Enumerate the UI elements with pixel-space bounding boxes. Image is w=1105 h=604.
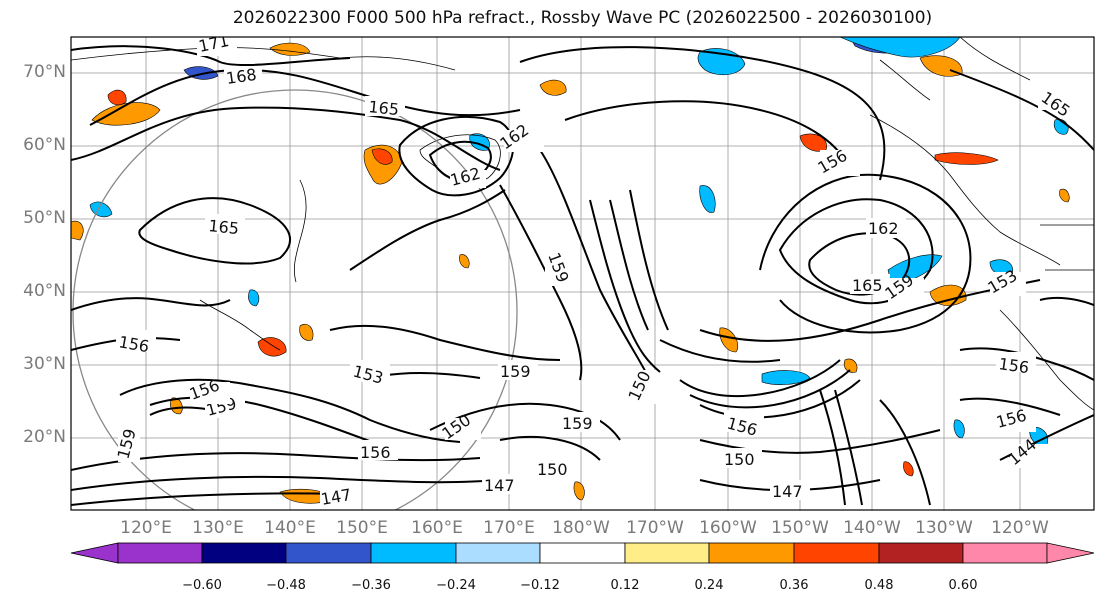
colorbar-segment <box>624 542 710 564</box>
patch <box>843 358 858 373</box>
lon-label: 150°E <box>336 518 388 538</box>
colorbar-segment <box>878 542 964 564</box>
lon-label: 150°W <box>771 518 829 538</box>
colorbar-segment <box>793 542 880 564</box>
map-frame <box>70 36 1095 511</box>
colorbar-tick-label: −0.60 <box>182 578 222 593</box>
chart-title: 2026022300 F000 500 hPa refract., Rossby… <box>232 8 933 28</box>
contour-label: 150 <box>724 450 755 469</box>
contour-label: 147 <box>484 476 515 495</box>
colorbar-tick-label: 0.48 <box>864 578 894 593</box>
colorbar-tick-label: −0.48 <box>266 578 306 593</box>
lon-label: 170°W <box>626 518 684 538</box>
contour-label-group: 171 168 165 165 165 165 162 162 162 159 … <box>114 31 1074 510</box>
contour-label: 168 <box>225 65 258 88</box>
colorbar-segment <box>201 542 287 564</box>
lon-label: 120°E <box>120 518 172 538</box>
contour-label: 159 <box>500 362 531 381</box>
patch <box>573 481 585 501</box>
patch <box>371 148 393 165</box>
patch <box>953 419 965 439</box>
colorbar-segment <box>285 542 372 564</box>
map-content: 171 168 165 165 165 165 162 162 162 159 … <box>71 31 1094 510</box>
contour-label: 165 <box>208 216 240 238</box>
patch <box>248 289 260 307</box>
lat-label: 60°N <box>23 135 66 155</box>
contour-label: 171 <box>197 31 231 56</box>
patch <box>71 220 84 241</box>
colorbar <box>70 542 1095 564</box>
patch <box>269 42 311 56</box>
patch <box>719 327 739 353</box>
colorbar-tick-label: −0.12 <box>520 578 560 593</box>
colorbar-segment <box>539 542 626 564</box>
contour-label: 165 <box>852 276 883 295</box>
lon-label: 130°E <box>192 518 244 538</box>
colorbar-tick-label: −0.36 <box>351 578 391 593</box>
lon-label: 140°E <box>264 518 316 538</box>
contours <box>71 45 1094 506</box>
lon-label: 140°W <box>843 518 901 538</box>
contour-label: 162 <box>868 219 899 238</box>
colorbar-segment <box>1046 542 1095 564</box>
colorbar-tick-label: 0.60 <box>948 578 978 593</box>
patch <box>299 323 314 341</box>
patch <box>839 37 961 58</box>
patch <box>699 185 716 213</box>
patch <box>459 254 470 269</box>
patch <box>107 89 127 106</box>
lat-label: 40°N <box>23 281 66 301</box>
lat-label: 30°N <box>23 354 66 374</box>
lon-label: 120°W <box>991 518 1049 538</box>
contour-label: 156 <box>997 354 1030 377</box>
colorbar-segment <box>962 542 1048 564</box>
lat-label: 20°N <box>23 427 66 447</box>
colorbar-tick-label: 0.36 <box>779 578 809 593</box>
patch <box>903 461 914 477</box>
lat-label: 70°N <box>23 62 66 82</box>
lon-label: 130°W <box>915 518 973 538</box>
patch <box>91 102 161 126</box>
colorbar-segment <box>370 542 457 564</box>
colorbar-tick-label: 0.12 <box>610 578 640 593</box>
lon-label: 180°W <box>552 518 610 538</box>
contour-label: 147 <box>772 482 803 501</box>
patch <box>934 152 999 165</box>
contour-label: 165 <box>368 97 400 119</box>
hemisphere-circle <box>72 89 518 510</box>
patch <box>89 201 113 217</box>
contour-label: 156 <box>117 332 150 356</box>
colorbar-tick-label: −0.24 <box>436 578 476 593</box>
patch <box>1059 188 1070 203</box>
patch <box>257 337 287 357</box>
colorbar-tick-label: 0.24 <box>694 578 724 593</box>
patch <box>761 370 811 385</box>
colorbar-segment <box>70 542 119 564</box>
patch <box>539 79 567 96</box>
colorbar-segment <box>708 542 795 564</box>
coastlines <box>71 37 1094 411</box>
colorbar-segment <box>117 542 203 564</box>
lat-label: 50°N <box>23 208 66 228</box>
colorbar-segment <box>455 542 541 564</box>
contour-label: 159 <box>562 414 593 433</box>
contour-label: 150 <box>537 460 568 479</box>
contour-label: 156 <box>360 443 391 462</box>
lon-label: 160°W <box>699 518 757 538</box>
lon-label: 170°E <box>483 518 535 538</box>
lon-label: 160°E <box>411 518 463 538</box>
